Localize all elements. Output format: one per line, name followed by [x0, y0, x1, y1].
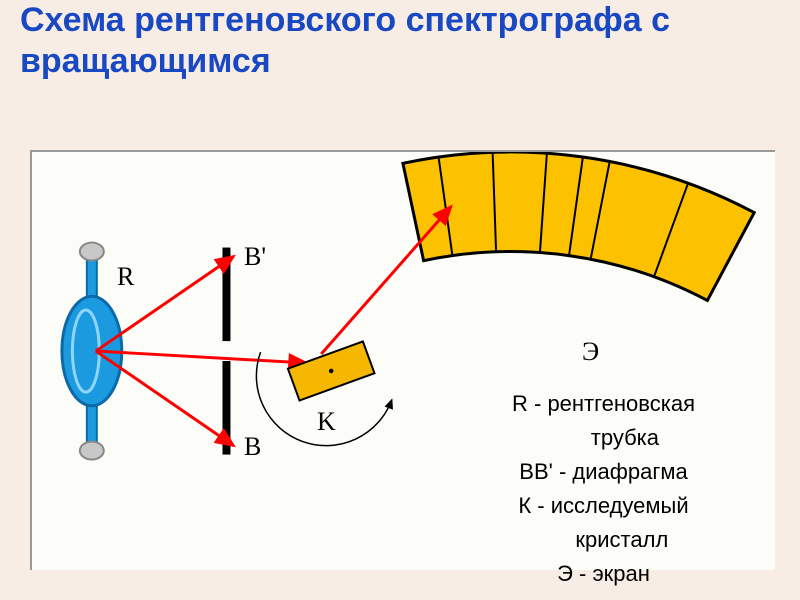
label-B-prime: B'	[244, 242, 266, 272]
page-title: Схема рентгеновского спектрографа с вращ…	[20, 0, 780, 82]
legend-line-E: Э - экран	[512, 557, 695, 591]
diagram-panel: R B' B K Э R - рентгеновская трубка BB' …	[30, 150, 775, 570]
label-R: R	[117, 262, 134, 292]
label-B: B	[244, 432, 261, 462]
legend-line-K: К - исследуемый кристалл	[512, 489, 695, 557]
legend-line-R: R - рентгеновская трубка	[512, 387, 695, 455]
page: Схема рентгеновского спектрографа с вращ…	[0, 0, 800, 600]
label-E: Э	[582, 337, 599, 367]
legend-line-BB: BB' - диафрагма	[512, 455, 695, 489]
legend: R - рентгеновская трубка BB' - диафрагма…	[512, 387, 695, 592]
label-K: K	[317, 407, 336, 437]
